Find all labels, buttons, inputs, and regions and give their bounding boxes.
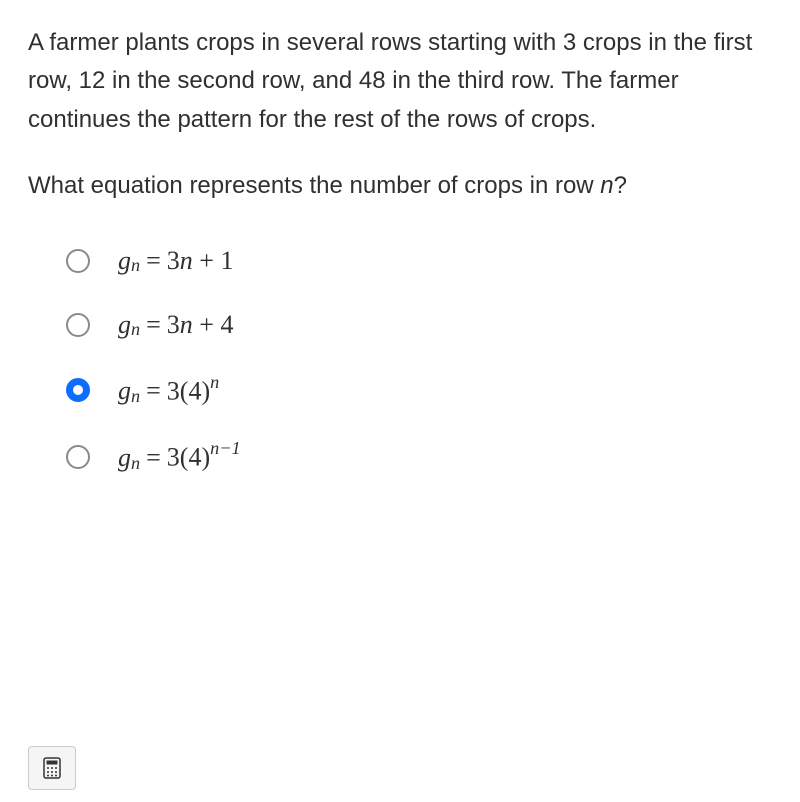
equals-sign: = — [140, 376, 167, 406]
option-c-label: gn = 3(4)n — [118, 374, 219, 407]
option-c-rhs: 3(4)n — [167, 374, 219, 407]
equals-sign: = — [140, 310, 167, 340]
option-a-sub: n — [131, 255, 140, 276]
option-a-var: g — [118, 246, 131, 276]
radio-c[interactable] — [66, 378, 90, 402]
option-b[interactable]: gn = 3n + 4 — [66, 310, 772, 340]
option-c-var: g — [118, 376, 131, 406]
question-prompt: What equation represents the number of c… — [28, 167, 772, 205]
option-d-label: gn = 3(4)n−1 — [118, 440, 241, 473]
problem-statement: A farmer plants crops in several rows st… — [28, 24, 772, 139]
question-suffix: ? — [614, 172, 627, 199]
question-variable: n — [600, 172, 613, 199]
option-d[interactable]: gn = 3(4)n−1 — [66, 440, 772, 473]
option-b-var: g — [118, 310, 131, 340]
question-prefix: What equation represents the number of c… — [28, 172, 600, 199]
option-b-label: gn = 3n + 4 — [118, 310, 233, 340]
option-d-sub: n — [131, 453, 140, 474]
option-b-rhs: 3n + 4 — [167, 310, 234, 340]
equals-sign: = — [140, 443, 167, 473]
equals-sign: = — [140, 246, 167, 276]
options-group: gn = 3n + 1 gn = 3n + 4 gn = 3(4)n gn = … — [28, 246, 772, 473]
option-a-rhs: 3n + 1 — [167, 246, 234, 276]
calculator-icon — [43, 757, 61, 779]
radio-a[interactable] — [66, 249, 90, 273]
option-d-rhs: 3(4)n−1 — [167, 440, 241, 473]
calculator-button[interactable] — [28, 746, 76, 790]
option-a[interactable]: gn = 3n + 1 — [66, 246, 772, 276]
radio-b[interactable] — [66, 313, 90, 337]
radio-d[interactable] — [66, 445, 90, 469]
option-d-var: g — [118, 443, 131, 473]
option-c-sub: n — [131, 386, 140, 407]
option-b-sub: n — [131, 319, 140, 340]
option-c[interactable]: gn = 3(4)n — [66, 374, 772, 407]
option-a-label: gn = 3n + 1 — [118, 246, 233, 276]
